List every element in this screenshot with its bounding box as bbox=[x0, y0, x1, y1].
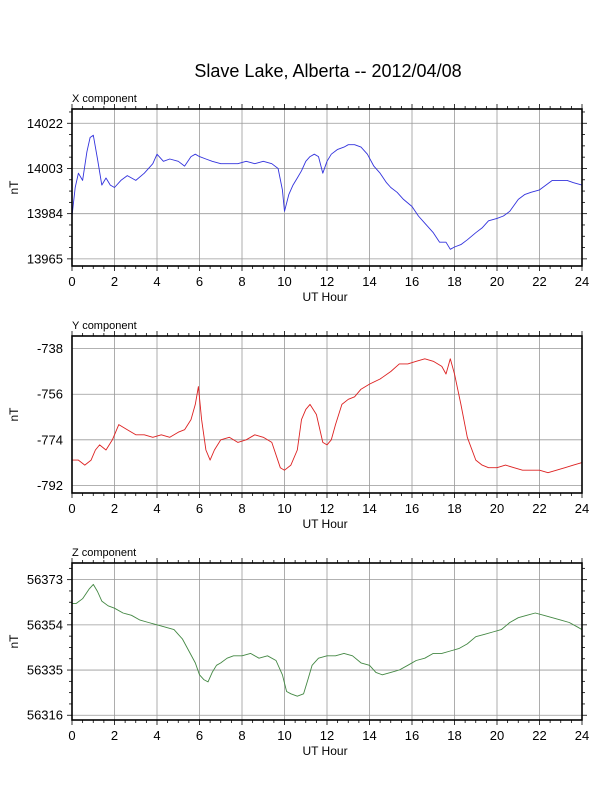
x-tick-label: 8 bbox=[238, 501, 245, 516]
x-tick-label: 18 bbox=[447, 728, 461, 743]
x-tick-label: 10 bbox=[277, 728, 291, 743]
x-tick-label: 16 bbox=[405, 728, 419, 743]
y-tick-label: -792 bbox=[37, 478, 63, 493]
x-tick-label: 18 bbox=[447, 274, 461, 289]
x-tick-label: 20 bbox=[490, 501, 504, 516]
y-tick-label: 56335 bbox=[27, 663, 63, 678]
x-tick-label: 18 bbox=[447, 501, 461, 516]
x-tick-label: 2 bbox=[111, 728, 118, 743]
series-line-2 bbox=[72, 358, 583, 474]
x-axis-label: UT Hour bbox=[302, 744, 347, 758]
x-tick-label: 16 bbox=[405, 501, 419, 516]
x-axis-label: UT Hour bbox=[302, 290, 347, 304]
x-tick-label: 12 bbox=[320, 728, 334, 743]
y-tick-label: -774 bbox=[37, 432, 63, 447]
x-tick-label: 0 bbox=[68, 274, 75, 289]
plot-frame bbox=[71, 562, 583, 721]
x-tick-label: 12 bbox=[320, 501, 334, 516]
panel-title: X component bbox=[72, 93, 137, 105]
x-tick-label: 22 bbox=[532, 501, 546, 516]
x-tick-label: 22 bbox=[532, 274, 546, 289]
x-tick-label: 14 bbox=[362, 274, 376, 289]
x-tick-label: 2 bbox=[111, 274, 118, 289]
y-tick-label: 13965 bbox=[27, 251, 63, 266]
y-axis-label: nT bbox=[7, 634, 21, 649]
x-tick-label: 8 bbox=[238, 274, 245, 289]
series-line-1 bbox=[71, 134, 583, 250]
x-tick-label: 8 bbox=[238, 728, 245, 743]
x-tick-label: 4 bbox=[153, 501, 160, 516]
panel-1: 0 2 4 6 8 10 12 14 16 18 20 22 241396513984140031402… bbox=[7, 93, 589, 304]
x-tick-label: 10 bbox=[277, 501, 291, 516]
plot-frame bbox=[71, 108, 583, 267]
x-tick-label: 24 bbox=[575, 728, 589, 743]
x-tick-label: 6 bbox=[196, 728, 203, 743]
y-tick-label: 14022 bbox=[27, 116, 63, 131]
x-tick-label: 20 bbox=[490, 274, 504, 289]
y-tick-label: 56316 bbox=[27, 708, 63, 723]
x-tick-label: 12 bbox=[320, 274, 334, 289]
x-tick-label: 4 bbox=[153, 274, 160, 289]
x-tick-label: 14 bbox=[362, 728, 376, 743]
x-axis-label: UT Hour bbox=[302, 517, 347, 531]
y-tick-label: 13984 bbox=[27, 206, 63, 221]
y-tick-label: -756 bbox=[37, 387, 63, 402]
x-tick-label: 24 bbox=[575, 274, 589, 289]
y-axis-label: nT bbox=[7, 407, 21, 422]
x-tick-label: 0 bbox=[68, 501, 75, 516]
y-tick-label: 14003 bbox=[27, 161, 63, 176]
y-tick-label: -738 bbox=[37, 341, 63, 356]
y-tick-label: 56354 bbox=[27, 617, 63, 632]
x-tick-label: 4 bbox=[153, 728, 160, 743]
x-tick-label: 16 bbox=[405, 274, 419, 289]
y-tick-label: 56373 bbox=[27, 572, 63, 587]
x-tick-label: 24 bbox=[575, 501, 589, 516]
x-tick-label: 22 bbox=[532, 728, 546, 743]
series-line-3 bbox=[72, 583, 583, 697]
figure-title: Slave Lake, Alberta -- 2012/04/08 bbox=[194, 61, 461, 81]
panel-title: Z component bbox=[72, 547, 136, 559]
x-tick-label: 20 bbox=[490, 728, 504, 743]
x-tick-label: 14 bbox=[362, 501, 376, 516]
x-tick-label: 6 bbox=[196, 501, 203, 516]
panel-3: 0 2 4 6 8 10 12 14 16 18 20 22 245631656335563545637… bbox=[7, 547, 589, 758]
panel-title: Y component bbox=[72, 320, 137, 332]
plot-frame bbox=[71, 335, 583, 494]
x-tick-label: 0 bbox=[68, 728, 75, 743]
x-tick-label: 2 bbox=[111, 501, 118, 516]
y-axis-label: nT bbox=[7, 180, 21, 195]
x-tick-label: 6 bbox=[196, 274, 203, 289]
x-tick-label: 10 bbox=[277, 274, 291, 289]
